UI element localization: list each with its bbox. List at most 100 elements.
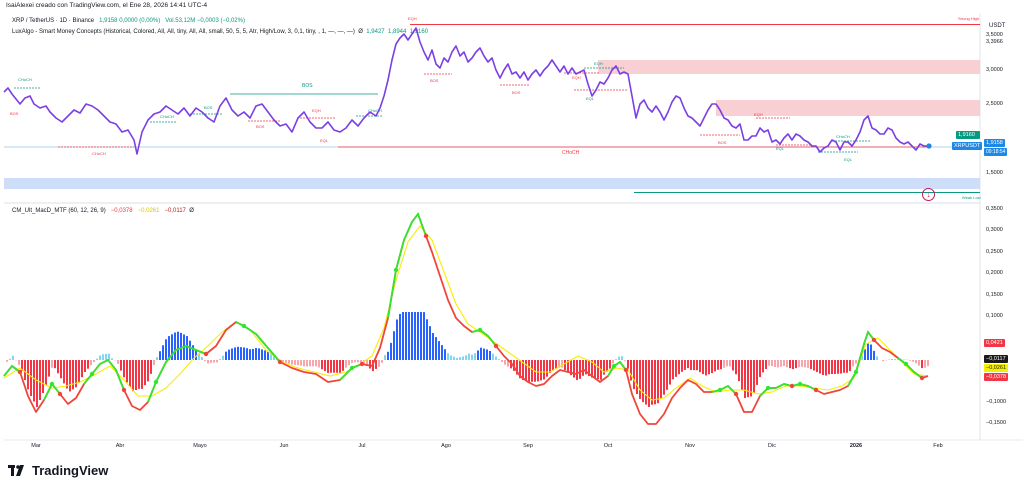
supply-zone	[716, 100, 980, 116]
macd-histogram-bar	[729, 360, 731, 367]
macd-tick: 0,1000	[986, 313, 1003, 319]
macd-histogram-bar	[165, 339, 167, 360]
macd-histogram-bar	[516, 360, 518, 375]
macd-histogram-bar	[429, 326, 431, 360]
macd-histogram-bar	[909, 360, 911, 361]
macd-histogram-bar	[12, 355, 14, 360]
macd-histogram-bar	[657, 360, 659, 404]
macd-histogram-bar	[222, 355, 224, 360]
macd-tag: −0,0378	[984, 373, 1009, 381]
macd-histogram-bar	[459, 357, 461, 360]
macd-histogram-bar	[426, 319, 428, 360]
macd-histogram-bar	[441, 345, 443, 360]
macd-histogram	[6, 312, 929, 407]
macd-histogram-bar	[360, 360, 362, 363]
macd-histogram-bar	[621, 356, 623, 360]
demand-zone	[4, 178, 980, 189]
macd-histogram-bar	[834, 360, 836, 374]
macd-cross-marker	[121, 387, 127, 393]
smc-indicator-name[interactable]: LuxAlgo - Smart Money Concepts (Historic…	[12, 29, 355, 35]
macd-histogram-bar	[747, 360, 749, 398]
macd-histogram-bar	[702, 360, 704, 375]
macd-histogram-bar	[123, 360, 125, 378]
macd-histogram-bar	[402, 312, 404, 360]
smc-label: EQH	[572, 75, 581, 80]
smc-label: CHoCH	[836, 134, 850, 139]
macd-histogram-bar	[48, 360, 50, 377]
attribution-text: IsaiAlexei creado con TradingView.com, e…	[6, 2, 208, 9]
macd-histogram-bar	[81, 360, 83, 378]
macd-histogram-bar	[630, 360, 632, 381]
macd-histogram-bar	[894, 359, 896, 360]
macd-histogram-bar	[240, 347, 242, 360]
time-tick: Mar	[31, 443, 41, 449]
macd-histogram-bar	[651, 360, 653, 405]
macd-histogram-bar	[189, 340, 191, 360]
macd-tick: −0,1500	[986, 420, 1007, 426]
macd-histogram-bar	[291, 360, 293, 365]
macd-histogram-bar	[150, 360, 152, 374]
macd-line	[3, 213, 929, 425]
smc-label: EQH	[408, 16, 417, 21]
macd-histogram-bar	[891, 359, 893, 360]
macd-histogram-bar	[537, 360, 539, 382]
macd-histogram-bar	[492, 353, 494, 360]
symbol-legend[interactable]: XRP / TetherUS · 1D · Binance 1,9158 0,0…	[12, 17, 245, 25]
currency-label[interactable]: USDT	[989, 23, 1006, 29]
macd-histogram-bar	[594, 360, 596, 379]
macd-histogram-bar	[174, 332, 176, 360]
symbol-name[interactable]: XRP / TetherUS · 1D · Binance	[12, 18, 95, 24]
macd-histogram-bar	[693, 360, 695, 371]
macd-histogram-bar	[669, 360, 671, 385]
macd-histogram-bar	[870, 344, 872, 360]
macd-histogram-bar	[327, 360, 329, 373]
macd-histogram-bar	[618, 356, 620, 360]
macd-histogram-bar	[528, 360, 530, 382]
macd-histogram-bar	[531, 360, 533, 382]
macd-histogram-bar	[558, 360, 560, 368]
macd-histogram-bar	[696, 360, 698, 371]
alert-icon[interactable]: ↓	[922, 188, 935, 201]
macd-histogram-bar	[378, 360, 380, 367]
macd-histogram-bar	[567, 360, 569, 373]
time-tick: Dic	[768, 443, 776, 449]
macd-up-segment	[897, 357, 923, 379]
macd-histogram-bar	[573, 360, 575, 378]
smc-indicator-legend[interactable]: LuxAlgo - Smart Money Concepts (Historic…	[12, 28, 428, 36]
macd-histogram-bar	[252, 348, 254, 360]
macd-tag: 0,0421	[984, 339, 1005, 347]
strong-high-line	[410, 24, 980, 25]
brand-logo[interactable]: TradingView	[8, 463, 108, 478]
time-tick: Jul	[358, 443, 366, 449]
macd-histogram-bar	[522, 360, 524, 381]
macd-histogram-bar	[759, 360, 761, 378]
strong-high-label: Strong High	[958, 16, 980, 21]
macd-histogram-bar	[345, 360, 347, 368]
macd-histogram-bar	[120, 360, 122, 371]
macd-cross-marker	[797, 381, 803, 387]
macd-histogram-bar	[264, 350, 266, 360]
macd-histogram-bar	[297, 360, 299, 366]
macd-indicator-legend[interactable]: CM_Ult_MacD_MTF (60, 12, 26, 9) −0,0378 …	[12, 207, 194, 215]
smc-label: CHoCH	[92, 151, 106, 156]
macd-histogram-bar	[561, 360, 563, 368]
weak-low-line	[634, 192, 980, 193]
smc-label: BOS	[204, 105, 213, 110]
macd-histogram-bar	[57, 360, 59, 374]
macd-histogram-bar	[675, 360, 677, 377]
price-tick: 1,5000	[986, 170, 1003, 176]
macd-histogram-bar	[87, 360, 89, 369]
macd-cross-marker	[611, 363, 617, 369]
smc-label: BOS	[256, 124, 265, 129]
macd-histogram-bar	[18, 360, 20, 365]
macd-cross-marker	[359, 361, 365, 367]
macd-histogram-bar	[462, 356, 464, 360]
macd-histogram-bar	[357, 360, 359, 363]
price-line	[3, 27, 928, 155]
time-tick: Ago	[441, 443, 451, 449]
last-close-tag: 1,9160	[956, 131, 980, 139]
macd-histogram-bar	[828, 360, 830, 375]
macd-histogram-bar	[255, 348, 257, 360]
macd-indicator-name[interactable]: CM_Ult_MacD_MTF (60, 12, 26, 9)	[12, 208, 106, 214]
